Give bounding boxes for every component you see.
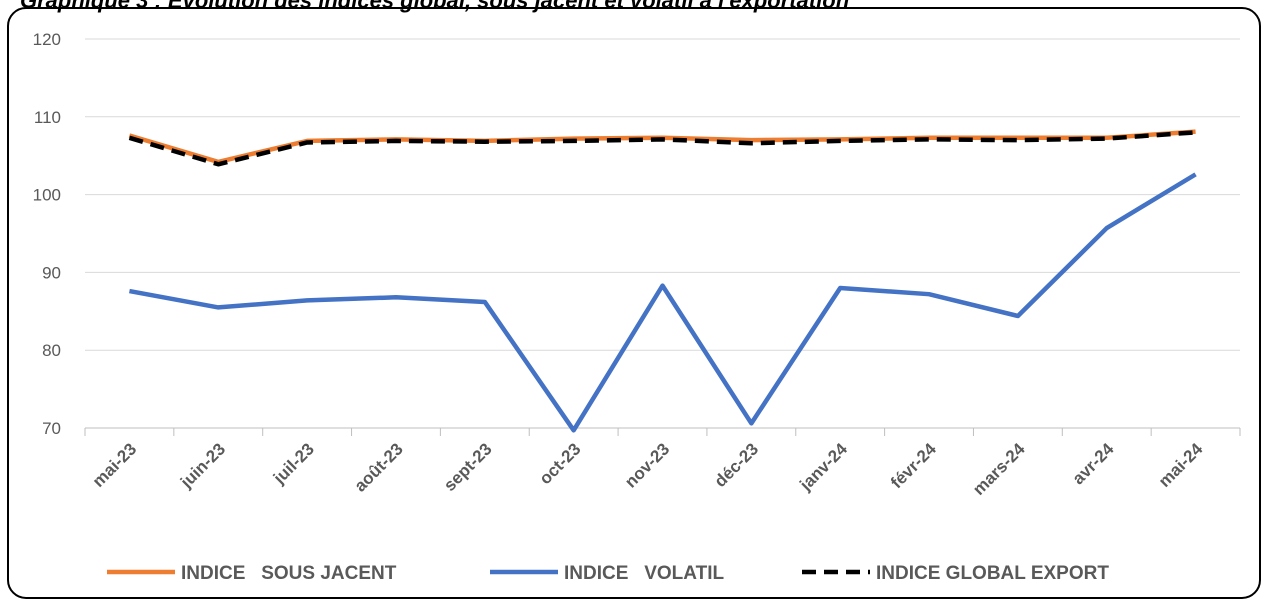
series-line: [128, 130, 1196, 167]
y-tick-label: 110: [34, 108, 61, 127]
y-tick-label: 70: [42, 419, 61, 438]
legend-label: INDICE VOLATIL: [564, 563, 724, 584]
chart-frame: [7, 7, 1261, 599]
legend-label: INDICE GLOBAL EXPORT: [876, 563, 1109, 584]
series-line: [129, 172, 1197, 433]
y-tick-label: 80: [42, 341, 61, 360]
y-tick-label: 90: [42, 263, 61, 282]
y-tick-label: 100: [33, 186, 61, 205]
legend-label: INDICE SOUS JACENT: [181, 563, 397, 584]
chart-title: Graphique 3 : Evolution des indices glob…: [20, 0, 849, 13]
y-tick-label: 120: [33, 30, 61, 49]
